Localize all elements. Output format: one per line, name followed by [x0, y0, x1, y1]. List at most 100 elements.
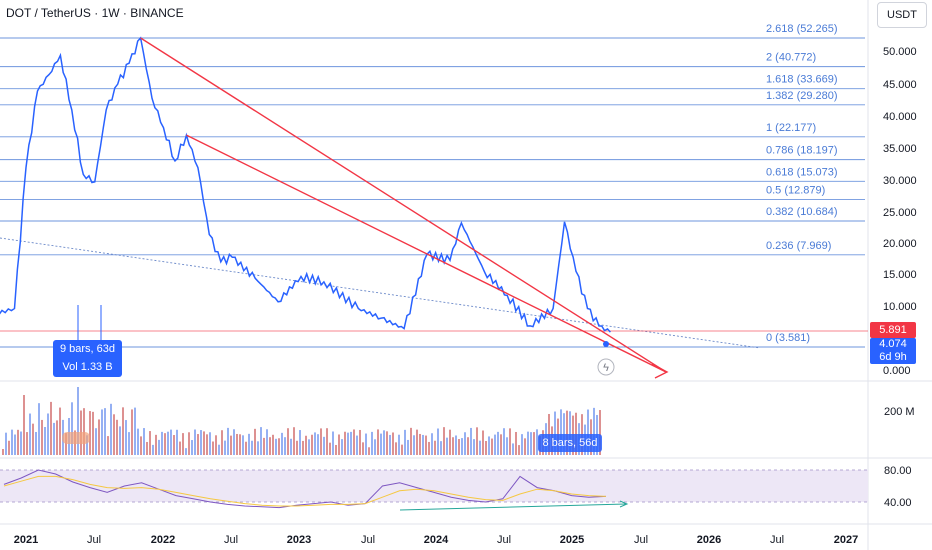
volume-bar	[368, 447, 370, 455]
volume-bar	[335, 444, 337, 455]
volume-bar	[512, 443, 514, 455]
volume-bar	[416, 429, 418, 455]
volume-bar	[404, 429, 406, 455]
last-price-tag: 5.891	[870, 322, 916, 338]
volume-bar	[380, 433, 382, 455]
volume-bar	[242, 435, 244, 455]
volume-bar	[320, 428, 322, 455]
price-axis-tick: 15.000	[883, 269, 917, 281]
price-axis-tick: 40.000	[883, 111, 917, 123]
volume-bar	[137, 428, 139, 455]
time-axis-tick: 2025	[560, 534, 584, 546]
volume-bar	[314, 432, 316, 455]
volume-bar	[449, 429, 451, 455]
volume-bar	[284, 437, 286, 455]
volume-bar	[434, 440, 436, 455]
volume-bar	[77, 387, 79, 455]
volume-bar	[29, 413, 31, 455]
volume-bar	[389, 434, 391, 455]
volume-bar	[83, 408, 85, 455]
volume-bar	[428, 441, 430, 455]
volume-bar	[401, 444, 403, 455]
volume-bar	[146, 441, 148, 455]
volume-bar	[419, 433, 421, 455]
volume-bar	[575, 412, 577, 455]
rsi-axis-tick: 80.00	[884, 465, 912, 477]
volume-bar	[344, 431, 346, 455]
volume-bar	[122, 407, 124, 455]
volume-bar	[503, 428, 505, 455]
volume-bar	[2, 449, 4, 455]
volume-bar	[224, 440, 226, 455]
volume-bar	[95, 428, 97, 455]
volume-bar	[470, 427, 472, 455]
volume-bar	[407, 439, 409, 455]
volume-bar	[497, 431, 499, 455]
range-tooltip: 8 bars, 56d	[538, 434, 602, 452]
measure-volume-label: Vol 1.33 B	[62, 361, 113, 373]
volume-bar	[44, 427, 46, 455]
volume-bar	[326, 428, 328, 455]
current-price-dot	[603, 341, 609, 347]
volume-bar	[371, 431, 373, 455]
volume-bar	[263, 437, 265, 455]
volume-bar	[338, 434, 340, 455]
price-axis-tick: 45.000	[883, 79, 917, 91]
volume-bar	[467, 437, 469, 455]
volume-bar	[191, 440, 193, 455]
volume-bar	[257, 441, 259, 455]
volume-bar	[443, 427, 445, 455]
volume-bar	[554, 411, 556, 455]
range-bars-label: 8 bars, 56d	[542, 437, 598, 449]
volume-bar	[353, 429, 355, 455]
current-price-tag: 4.074 6d 9h	[870, 338, 916, 364]
volume-bar	[230, 435, 232, 455]
volume-bar	[341, 439, 343, 455]
volume-bar	[215, 435, 217, 455]
price-axis-tick: 50.000	[883, 46, 917, 58]
volume-bar	[533, 432, 535, 455]
volume-bar	[101, 409, 103, 455]
measure-bars-label: 9 bars, 63d	[59, 343, 116, 355]
time-axis-tick: 2024	[424, 534, 449, 546]
volume-bar	[56, 420, 58, 455]
volume-bar	[155, 434, 157, 455]
volume-bar	[479, 440, 481, 455]
volume-bar	[311, 434, 313, 455]
trend-arrow-head	[651, 363, 669, 379]
volume-bar	[329, 442, 331, 455]
volume-bar	[167, 431, 169, 455]
rsi-trend-line	[399, 503, 627, 511]
time-axis-tick: Jul	[87, 534, 101, 546]
volume-bar	[26, 432, 28, 455]
price-axis-tick: 20.000	[883, 238, 917, 250]
time-axis-tick: 2023	[287, 534, 311, 546]
volume-bar	[281, 432, 283, 455]
volume-bar	[41, 419, 43, 455]
volume-bar	[413, 435, 415, 455]
volume-bar	[425, 435, 427, 455]
volume-bar	[524, 438, 526, 455]
time-axis-tick: 2026	[697, 534, 721, 546]
volume-bar	[431, 433, 433, 455]
volume-bar	[209, 432, 211, 455]
volume-bar	[179, 441, 181, 455]
volume-bar	[521, 434, 523, 455]
volume-bar	[275, 438, 277, 455]
rsi-band	[0, 470, 868, 502]
fib-level-label: 0.236 (7.969)	[766, 240, 831, 252]
volume-bar	[218, 444, 220, 455]
volume-bar	[500, 434, 502, 455]
volume-bar	[104, 408, 106, 455]
currency-selector[interactable]: USDT	[877, 2, 927, 28]
volume-bar	[92, 411, 94, 455]
volume-bar	[455, 435, 457, 455]
volume-bar	[119, 426, 121, 455]
volume-bar	[398, 434, 400, 455]
volume-bar	[254, 428, 256, 455]
fib-level-label: 1.382 (29.280)	[766, 90, 838, 102]
volume-bar	[473, 439, 475, 455]
volume-bar	[59, 407, 61, 455]
symbol-title[interactable]: DOT / TetherUS · 1W · BINANCE	[6, 6, 184, 20]
